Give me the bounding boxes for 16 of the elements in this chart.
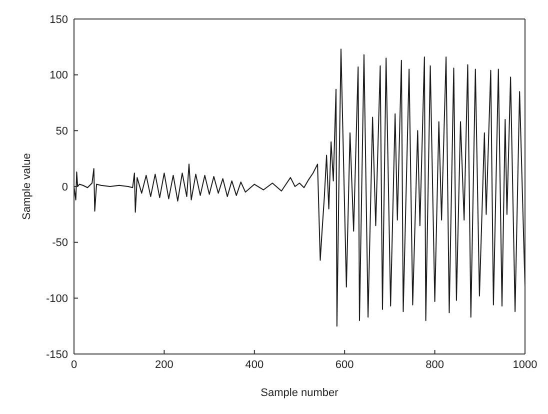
y-tick-label: -150	[46, 348, 68, 361]
line-series	[74, 48, 525, 327]
x-tick-label: 800	[426, 358, 444, 371]
x-axis-title: Sample number	[260, 386, 339, 399]
y-tick-label: 150	[50, 14, 68, 26]
y-tick-label: 100	[50, 70, 68, 82]
y-tick-label: 0	[62, 181, 68, 194]
y-tick-label: -100	[46, 293, 68, 306]
x-tick-label: 1000	[512, 358, 538, 371]
y-tick-label: -50	[52, 237, 68, 250]
x-tick-label: 400	[245, 358, 264, 371]
y-tick-label: 50	[56, 126, 68, 138]
x-tick-label: 0	[70, 358, 78, 371]
y-axis-title: Sample value	[20, 153, 33, 220]
x-tick-label: 200	[155, 358, 174, 371]
x-tick-label: 600	[335, 358, 354, 371]
